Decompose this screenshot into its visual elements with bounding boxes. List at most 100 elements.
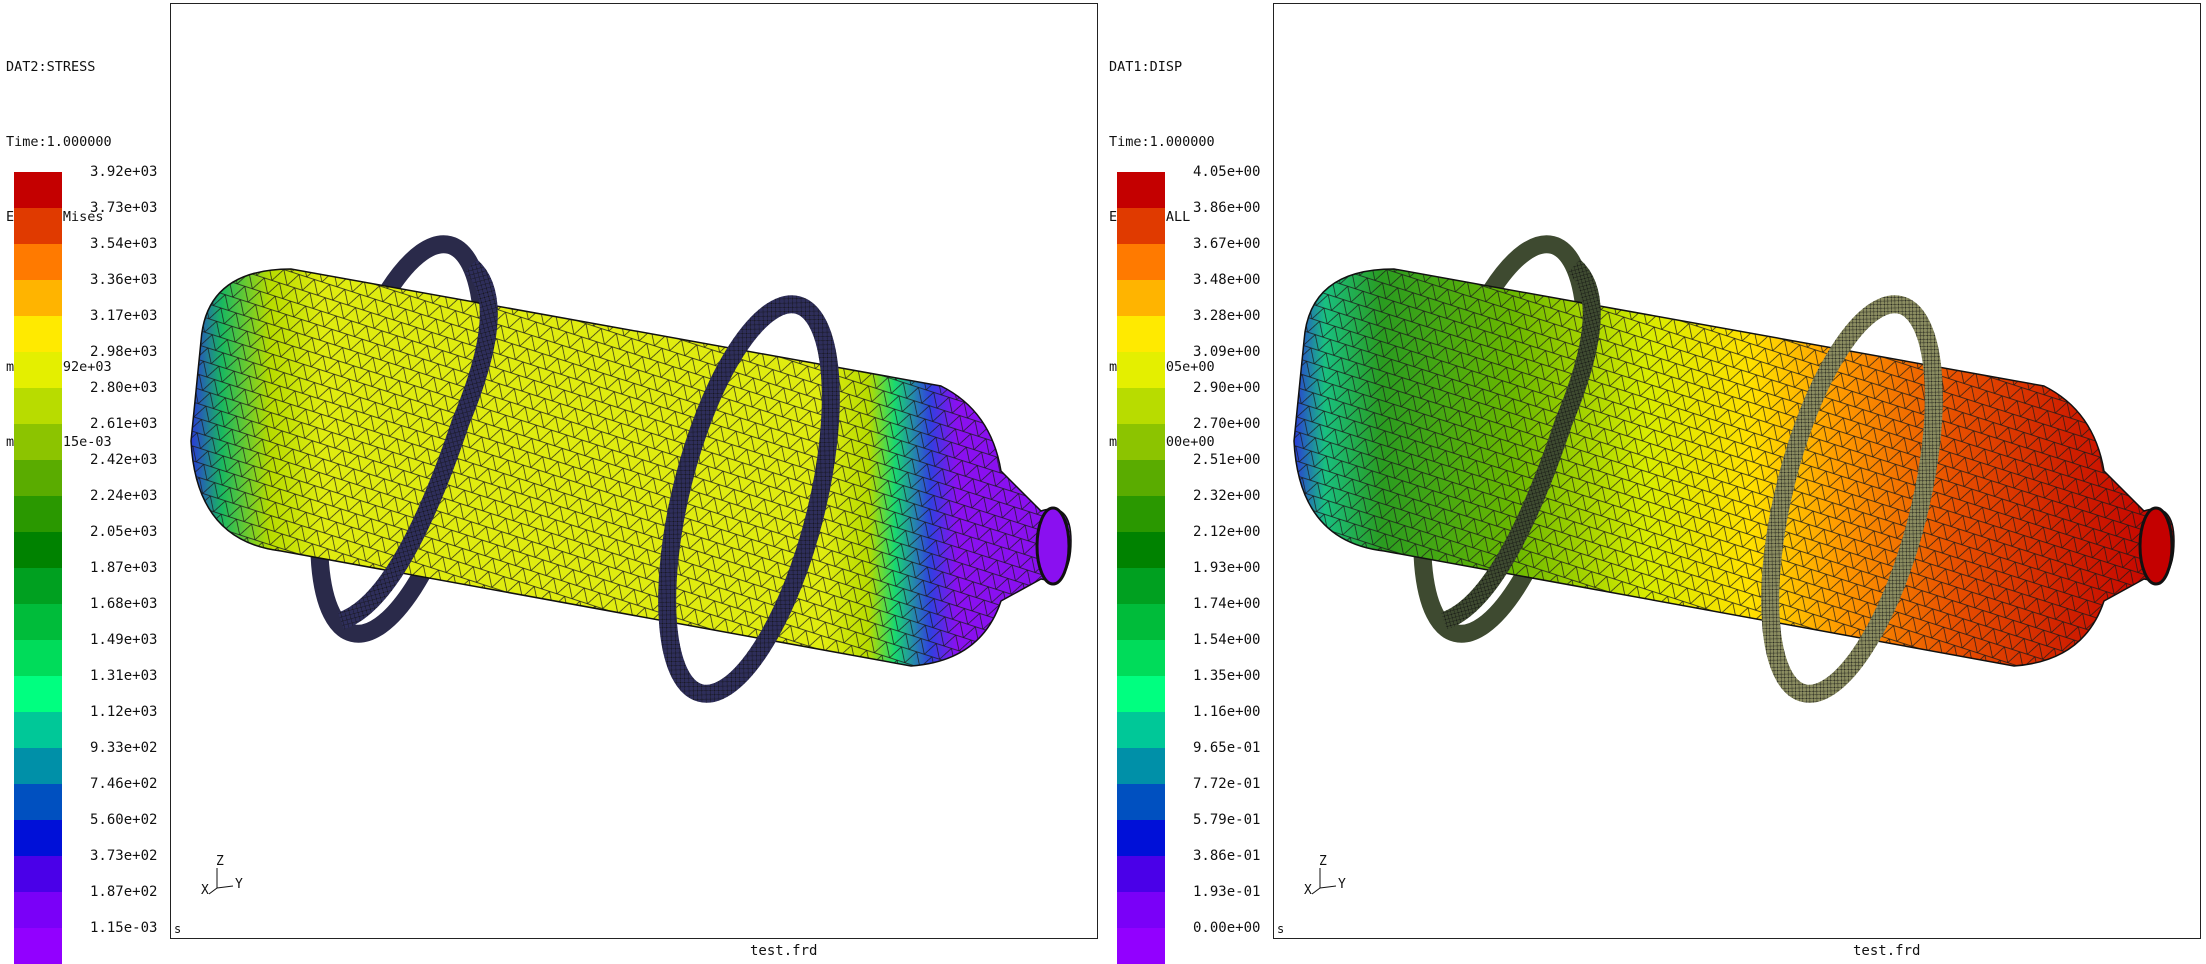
corner-label: s <box>174 922 182 936</box>
legend-swatch <box>1117 172 1165 208</box>
legend-swatch <box>14 604 62 640</box>
legend-value: 1.15e-03 <box>90 920 158 936</box>
legend-swatch <box>1117 316 1165 352</box>
legend-swatch <box>1117 352 1165 388</box>
legend-value: 2.42e+03 <box>90 452 158 468</box>
legend-value: 1.93e+00 <box>1193 560 1261 576</box>
displacement-model-render <box>1293 235 2175 703</box>
legend-value: 3.17e+03 <box>90 308 158 324</box>
legend-swatch <box>1117 676 1165 712</box>
stress-panel: DAT2:STRESS Time:1.000000 Entity:Mises m… <box>0 0 1103 964</box>
legend-value: 2.51e+00 <box>1193 452 1261 468</box>
legend-value: 3.48e+00 <box>1193 272 1261 288</box>
legend-value: 1.87e+02 <box>90 884 158 900</box>
displacement-panel: DAT1:DISP Time:1.000000 Entity:ALL max: … <box>1103 0 2206 964</box>
axis-y-label: Y <box>235 877 243 892</box>
legend-value: 1.16e+00 <box>1193 704 1261 720</box>
legend-value: 3.67e+00 <box>1193 236 1261 252</box>
legend-value: 2.32e+00 <box>1193 488 1261 504</box>
legend-swatch <box>1117 388 1165 424</box>
legend-value: 0.00e+00 <box>1193 920 1261 936</box>
axis-z-label: Z <box>1319 854 1327 869</box>
legend-swatch <box>14 568 62 604</box>
legend-value: 1.12e+03 <box>90 704 158 720</box>
legend-value: 3.86e-01 <box>1193 848 1261 864</box>
legend-value: 7.46e+02 <box>90 776 158 792</box>
legend-swatch <box>1117 856 1165 892</box>
legend-swatch <box>14 352 62 388</box>
legend-swatch <box>14 820 62 856</box>
legend-value: 9.65e-01 <box>1193 740 1261 756</box>
legend-swatch <box>14 172 62 208</box>
legend-value: 1.35e+00 <box>1193 668 1261 684</box>
legend-value: 2.90e+00 <box>1193 380 1261 396</box>
dataset-label: DAT2:STRESS <box>6 59 96 75</box>
legend-value: 1.54e+00 <box>1193 632 1261 648</box>
legend-swatch <box>14 316 62 352</box>
legend-value: 5.79e-01 <box>1193 812 1261 828</box>
legend-swatch <box>14 388 62 424</box>
legend-value: 5.60e+02 <box>90 812 158 828</box>
axis-triad: Z Y X <box>201 854 255 900</box>
legend-value: 2.61e+03 <box>90 416 158 432</box>
axis-triad: Z Y X <box>1304 854 1358 900</box>
legend-swatch <box>1117 424 1165 460</box>
legend-swatch <box>14 496 62 532</box>
legend-value: 3.36e+03 <box>90 272 158 288</box>
legend-swatch <box>14 244 62 280</box>
legend-swatch <box>1117 820 1165 856</box>
legend-value: 1.93e-01 <box>1193 884 1261 900</box>
legend-value: 7.72e-01 <box>1193 776 1261 792</box>
legend-value: 3.28e+00 <box>1193 308 1261 324</box>
legend-value: 3.09e+00 <box>1193 344 1261 360</box>
legend-swatch <box>1117 280 1165 316</box>
legend-swatch <box>14 424 62 460</box>
legend-swatch <box>1117 244 1165 280</box>
legend-swatch <box>1117 460 1165 496</box>
legend-value: 2.70e+00 <box>1193 416 1261 432</box>
axis-z-label: Z <box>216 854 224 869</box>
legend-swatch <box>1117 748 1165 784</box>
legend-swatch <box>14 892 62 928</box>
axis-x-label: X <box>1304 883 1312 898</box>
legend-swatch <box>14 208 62 244</box>
legend-swatch <box>14 712 62 748</box>
legend-value: 1.31e+03 <box>90 668 158 684</box>
legend-swatch <box>1117 208 1165 244</box>
legend-swatch <box>1117 568 1165 604</box>
corner-label: s <box>1277 922 1285 936</box>
time-label: Time:1.000000 <box>6 134 112 150</box>
legend-swatch <box>1117 640 1165 676</box>
legend-swatch <box>14 928 62 964</box>
legend-swatch <box>14 856 62 892</box>
legend-swatch <box>14 640 62 676</box>
model-viewport[interactable]: Z Y X s <box>170 3 1098 939</box>
legend-value: 3.54e+03 <box>90 236 158 252</box>
dataset-label: DAT1:DISP <box>1109 59 1183 75</box>
legend-swatch <box>1117 928 1165 964</box>
legend-value: 9.33e+02 <box>90 740 158 756</box>
legend-value: 3.86e+00 <box>1193 200 1261 216</box>
legend-swatch <box>14 460 62 496</box>
legend-value: 2.98e+03 <box>90 344 158 360</box>
legend-swatch <box>1117 496 1165 532</box>
legend-swatch <box>14 784 62 820</box>
time-label: Time:1.000000 <box>1109 134 1215 150</box>
vessel-body <box>1293 235 2175 703</box>
legend-swatch <box>14 280 62 316</box>
legend-value: 1.87e+03 <box>90 560 158 576</box>
vessel-body <box>190 235 1072 703</box>
axis-x-label: X <box>201 883 209 898</box>
legend-swatch <box>14 676 62 712</box>
legend-value: 1.68e+03 <box>90 596 158 612</box>
legend-value: 3.73e+02 <box>90 848 158 864</box>
legend-swatch <box>1117 532 1165 568</box>
legend-value: 1.74e+00 <box>1193 596 1261 612</box>
legend-value: 2.05e+03 <box>90 524 158 540</box>
legend-value: 4.05e+00 <box>1193 164 1261 180</box>
model-viewport[interactable]: Z Y X s <box>1273 3 2201 939</box>
stress-model-render <box>190 235 1072 703</box>
legend-value: 1.49e+03 <box>90 632 158 648</box>
axis-y-label: Y <box>1338 877 1346 892</box>
legend-value: 3.73e+03 <box>90 200 158 216</box>
